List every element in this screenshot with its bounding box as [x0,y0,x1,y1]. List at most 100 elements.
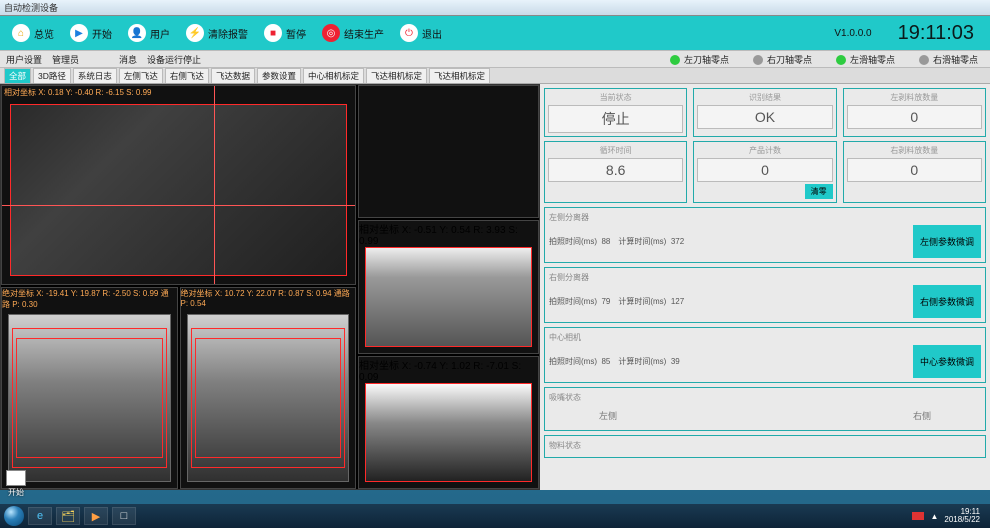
stat-row-1: 当前状态 停止 识别结果 OK 左剥料放数量 0 [544,88,986,137]
tab-5[interactable]: 飞达数据 [211,68,255,83]
tab-5-label: 飞达数据 [216,71,250,81]
camera-br[interactable]: 绝对坐标 X: 10.72 Y: 22.07 R: 0.87 S: 0.94 通… [180,287,357,489]
roi-box-inner [195,338,342,458]
tab-3-label: 左侧飞达 [124,71,158,81]
start-button[interactable]: ▶ 开始 [64,22,118,44]
tab-6-label: 参数设置 [262,71,296,81]
camera-r0[interactable] [358,85,539,218]
roi-box [365,383,532,482]
pause-icon: ■ [264,24,282,42]
stat-result-lbl: 识别结果 [749,92,781,103]
camera-r1[interactable]: 相对坐标 X: -0.51 Y: 0.54 R: 3.93 S: 0.99 [358,220,539,353]
stat-state-val: 停止 [548,105,683,133]
status-user-setting[interactable]: 用户设置 [6,53,42,66]
tab-6[interactable]: 参数设置 [257,68,301,83]
group-right-sep-title: 右侧分离器 [549,272,981,283]
right-adjust-button[interactable]: 右侧参数微调 [913,285,981,318]
user-label: 用户 [150,26,170,41]
group-material-title: 物料状态 [549,440,981,451]
center-adjust-button[interactable]: 中心参数微调 [913,345,981,378]
control-panel: 当前状态 停止 识别结果 OK 左剥料放数量 0 循环时间 8.6 [540,84,990,490]
stat-row-2: 循环时间 8.6 产品计数 0 清零 右剥料放数量 0 [544,141,986,203]
stat-count: 产品计数 0 清零 [693,141,836,203]
g2-calc-lbl: 计算时间(ms) [618,297,666,306]
tab-2[interactable]: 系统日志 [73,68,117,83]
camera-r2[interactable]: 相对坐标 X: -0.74 Y: 1.02 R: -7.01 S: 0.09 [358,356,539,489]
indicator-2-label: 右刀轴零点 [767,55,812,65]
camera-main[interactable]: 相对坐标 X: 0.18 Y: -0.40 R: -6.15 S: 0.99 [1,85,356,285]
ime-icon[interactable] [912,512,924,520]
stat-right-bad-val: 0 [847,158,982,182]
start-label: 开始 [92,26,112,41]
nozzle-left: 左侧 [599,409,617,422]
g3-calc-val: 39 [671,357,680,366]
camera-bl[interactable]: 绝对坐标 X: -19.41 Y: 19.87 R: -2.50 S: 0.99… [1,287,178,489]
g1-cap-val: 88 [601,237,610,246]
status-left: 用户设置 管理员 消息 设备运行停止 [6,53,201,66]
status-admin[interactable]: 管理员 [52,53,79,66]
start-button[interactable] [4,506,24,526]
tray-flag-icon[interactable]: ▲ [930,512,938,521]
taskbar-ie[interactable]: e [28,507,52,525]
system-tray: ▲ 19:11 2018/5/22 [912,508,986,524]
exit-label: 退出 [422,26,442,41]
group-left-sep-title: 左侧分离器 [549,212,981,223]
dot-icon [836,55,846,65]
group-left-sep: 左侧分离器 拍照时间(ms) 88 计算时间(ms) 372 左侧参数微调 [544,207,986,263]
clock: 19:11:03 [898,22,974,45]
crosshair-v [214,86,215,284]
roi-box-inner [16,338,163,458]
desktop-icon[interactable]: 开始 [6,470,26,498]
left-adjust-button[interactable]: 左侧参数微调 [913,225,981,258]
cam-r1-overlay: 相对坐标 X: -0.51 Y: 0.54 R: 3.93 S: 0.99 [359,221,538,247]
g1-calc-val: 372 [671,237,684,246]
cam-bl-line1: 绝对坐标 X: -19.41 Y: 19.87 R: -2.50 S: 0.99 [2,289,158,298]
home-icon: ⌂ [12,24,30,42]
stat-right-bad: 右剥料放数量 0 [843,141,986,203]
tab-9[interactable]: 飞达相机标定 [429,68,490,83]
g2-cap-val: 79 [601,297,610,306]
tab-3[interactable]: 左侧飞达 [119,68,163,83]
tab-1[interactable]: 3D路径 [33,68,71,83]
camera-right-column: 相对坐标 X: -0.51 Y: 0.54 R: 3.93 S: 0.99 相对… [358,85,539,489]
exit-button[interactable]: ⏻ 退出 [394,22,448,44]
tray-clock[interactable]: 19:11 2018/5/22 [944,508,980,524]
tray-date: 2018/5/22 [944,516,980,524]
tab-2-label: 系统日志 [78,71,112,81]
tab-0[interactable]: 全部 [4,68,31,83]
taskbar-app[interactable]: □ [112,507,136,525]
g3-cap-lbl: 拍照时间(ms) [549,357,597,366]
pause-button[interactable]: ■ 暂停 [258,22,312,44]
folder-icon [6,470,26,486]
cam-main-line1: 相对坐标 X: 0.18 Y: -0.40 R: -6.15 S: 0.99 [4,88,151,98]
tab-7[interactable]: 中心相机标定 [303,68,364,83]
g1-calc-lbl: 计算时间(ms) [618,237,666,246]
user-button[interactable]: 👤 用户 [122,22,176,44]
stat-result-val: OK [697,105,832,129]
tab-4[interactable]: 右侧飞达 [165,68,209,83]
home-button[interactable]: ⌂ 总览 [6,22,60,44]
indicator-3-label: 左滑轴零点 [850,55,895,65]
dot-icon [670,55,680,65]
end-button[interactable]: ◎ 结束生产 [316,22,390,44]
stat-count-lbl: 产品计数 [749,145,781,156]
nozzle-row: 左侧 右侧 [549,405,981,426]
cam-r2-overlay: 相对坐标 X: -0.74 Y: 1.02 R: -7.01 S: 0.09 [359,357,538,383]
indicator-1: 左刀轴零点 [670,53,729,66]
taskbar: e 🗂 ▶ □ ▲ 19:11 2018/5/22 [0,504,990,528]
stat-left-bad-lbl: 左剥料放数量 [890,92,938,103]
tab-8[interactable]: 飞达相机标定 [366,68,427,83]
g1-calc: 计算时间(ms) 372 [618,236,684,247]
stat-cycle: 循环时间 8.6 [544,141,687,203]
clear-button[interactable]: 清零 [805,184,833,199]
indicator-1-label: 左刀轴零点 [684,55,729,65]
cam-br-overlay: 绝对坐标 X: 10.72 Y: 22.07 R: 0.87 S: 0.94 通… [181,288,356,308]
play-icon: ▶ [70,24,88,42]
cam-r2-line: 相对坐标 X: -0.74 Y: 1.02 R: -7.01 S: 0.09 [359,361,521,383]
alarm-button[interactable]: ⚡ 清除报警 [180,22,254,44]
group-material: 物料状态 [544,435,986,458]
g1-cap-lbl: 拍照时间(ms) [549,237,597,246]
g1-cap: 拍照时间(ms) 88 [549,236,610,247]
taskbar-explorer[interactable]: 🗂 [56,507,80,525]
taskbar-media[interactable]: ▶ [84,507,108,525]
